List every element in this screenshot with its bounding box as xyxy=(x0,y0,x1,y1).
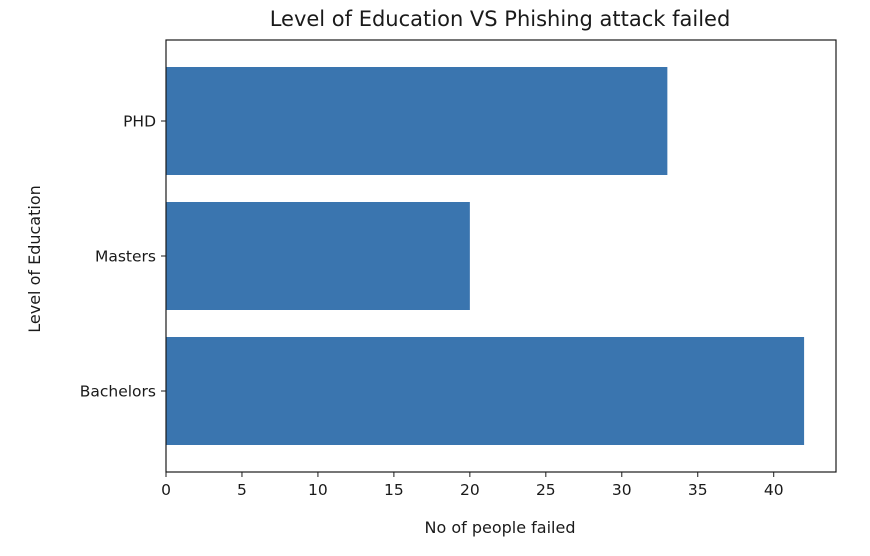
x-tick-label: 30 xyxy=(612,481,632,499)
bar-phd xyxy=(166,67,668,175)
y-tick-label: Masters xyxy=(95,248,156,266)
bar-bachelors xyxy=(166,337,805,445)
bar-masters xyxy=(166,202,470,310)
x-tick-label: 20 xyxy=(460,481,480,499)
x-tick-label: 35 xyxy=(688,481,708,499)
y-tick-label: Bachelors xyxy=(80,383,156,401)
x-tick-label: 0 xyxy=(161,481,171,499)
x-axis-label: No of people failed xyxy=(425,518,576,537)
x-tick-label: 5 xyxy=(237,481,247,499)
x-tick-label: 25 xyxy=(536,481,556,499)
x-tick-label: 15 xyxy=(384,481,404,499)
bars-group xyxy=(166,67,805,445)
y-axis-label: Level of Education xyxy=(25,185,44,332)
chart-title: Level of Education VS Phishing attack fa… xyxy=(270,7,731,31)
x-tick-label: 10 xyxy=(308,481,328,499)
x-axis-ticks: 0 5 10 15 20 25 30 35 40 xyxy=(161,472,784,499)
y-tick-label: PHD xyxy=(123,113,156,131)
y-axis-ticks: Bachelors Masters PHD xyxy=(80,113,166,401)
x-tick-label: 40 xyxy=(764,481,784,499)
